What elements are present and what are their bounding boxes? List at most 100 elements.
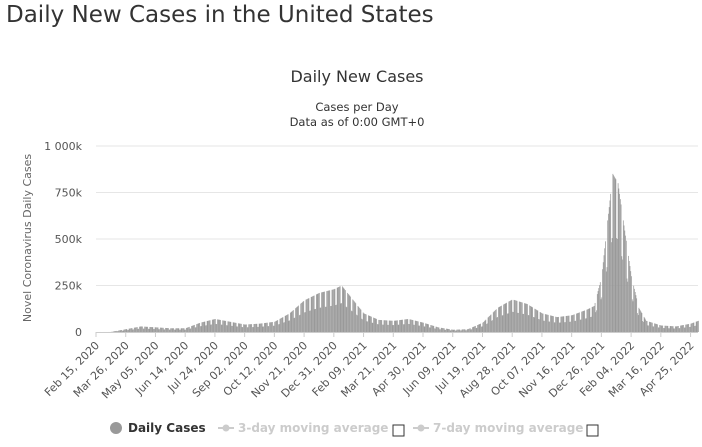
bar-daily-cases: [679, 328, 681, 332]
bar-daily-cases: [119, 330, 121, 332]
bar-daily-cases: [414, 320, 416, 332]
bar-daily-cases: [270, 322, 272, 332]
bar-daily-cases: [113, 331, 115, 332]
bar-daily-cases: [541, 312, 542, 332]
bar-daily-cases: [411, 319, 412, 332]
bar-daily-cases: [293, 318, 295, 332]
bar-daily-cases: [414, 324, 415, 332]
bar-daily-cases: [530, 306, 532, 332]
bar-daily-cases: [651, 322, 653, 332]
bar-daily-cases: [451, 329, 452, 332]
bar-daily-cases: [674, 328, 675, 332]
bar-daily-cases: [576, 313, 577, 332]
bar-daily-cases: [508, 301, 510, 332]
bar-daily-cases: [425, 323, 426, 332]
bar-daily-cases: [677, 326, 678, 332]
bar-daily-cases: [392, 325, 394, 332]
bar-daily-cases: [631, 276, 632, 332]
legend-item-3-day-average[interactable]: 3-day moving average: [218, 421, 405, 437]
bar-daily-cases: [256, 323, 258, 332]
bar-daily-cases: [608, 207, 610, 332]
bar-daily-cases: [361, 318, 363, 332]
bar-daily-cases: [552, 316, 554, 332]
bar-daily-cases: [446, 328, 448, 332]
bar-daily-cases: [127, 330, 128, 332]
bar-daily-cases: [413, 324, 415, 332]
bar-daily-cases: [208, 320, 209, 332]
bar-daily-cases: [166, 328, 168, 332]
bar-daily-cases: [504, 304, 505, 332]
bar-daily-cases: [359, 307, 360, 332]
bar-daily-cases: [289, 312, 291, 332]
bar-daily-cases: [143, 328, 145, 332]
bar-daily-cases: [605, 241, 606, 332]
bar-daily-cases: [237, 323, 239, 332]
bar-daily-cases: [147, 326, 149, 332]
bar-daily-cases: [606, 267, 608, 332]
bar-daily-cases: [534, 308, 536, 332]
bar-daily-cases: [327, 290, 329, 332]
bar-daily-cases: [351, 311, 353, 332]
bar-daily-cases: [696, 321, 698, 332]
bar-daily-cases: [563, 316, 565, 332]
bar-daily-cases: [210, 324, 212, 332]
bar-daily-cases: [360, 309, 362, 332]
bar-daily-cases: [469, 328, 470, 332]
bar-daily-cases: [527, 314, 529, 332]
bar-daily-cases: [145, 326, 146, 332]
bar-daily-cases: [604, 248, 606, 332]
y-tick-label: 750k: [55, 187, 83, 200]
bar-daily-cases: [503, 304, 505, 332]
bar-daily-cases: [617, 183, 619, 332]
bar-daily-cases: [615, 179, 617, 332]
bar-daily-cases: [672, 326, 674, 332]
bar-daily-cases: [386, 320, 388, 332]
bar-daily-cases: [181, 328, 183, 332]
bar-daily-cases: [622, 259, 623, 332]
bar-daily-cases: [241, 327, 243, 332]
bar-daily-cases: [376, 324, 378, 332]
bar-daily-cases: [324, 306, 326, 332]
bar-daily-cases: [570, 321, 571, 332]
bar-daily-cases: [532, 307, 533, 332]
checkbox-7-day-average[interactable]: [586, 424, 599, 437]
bar-daily-cases: [558, 316, 560, 332]
bar-daily-cases: [299, 314, 301, 332]
bar-daily-cases: [294, 317, 296, 332]
bar-daily-cases: [456, 329, 458, 332]
bar-daily-cases: [174, 329, 176, 332]
bar-daily-cases: [186, 327, 188, 332]
bar-daily-cases: [197, 323, 198, 332]
bar-daily-cases: [116, 331, 118, 332]
bar-daily-cases: [509, 301, 510, 332]
bar-daily-cases: [273, 325, 275, 332]
bar-daily-cases: [432, 325, 434, 332]
bar-daily-cases: [543, 320, 545, 332]
bar-daily-cases: [471, 329, 473, 332]
bar-daily-cases: [278, 324, 280, 332]
bar-daily-cases: [137, 328, 139, 332]
bar-daily-cases: [489, 315, 491, 332]
bar-daily-cases: [149, 326, 151, 332]
bar-daily-cases: [634, 292, 636, 332]
legend-item-daily-cases[interactable]: Daily Cases: [110, 421, 206, 435]
bar-daily-cases: [369, 316, 371, 332]
bar-daily-cases: [499, 306, 501, 332]
bar-daily-cases: [654, 323, 655, 332]
bar-daily-cases: [453, 329, 455, 332]
bar-daily-cases: [632, 301, 634, 332]
bar-daily-cases: [448, 329, 450, 332]
bar-daily-cases: [444, 329, 446, 332]
bar-daily-cases: [345, 306, 347, 332]
legend-item-7-day-average[interactable]: 7-day moving average: [413, 421, 599, 437]
bar-daily-cases: [376, 318, 377, 332]
bar-daily-cases: [238, 323, 240, 332]
bar-daily-cases: [626, 278, 628, 332]
bar-daily-cases: [657, 324, 658, 332]
bar-daily-cases: [401, 319, 403, 332]
bar-daily-cases: [591, 307, 593, 332]
checkbox-3-day-average[interactable]: [392, 424, 405, 437]
bar-daily-cases: [488, 316, 490, 332]
bar-daily-cases: [311, 296, 313, 332]
bar-daily-cases: [353, 301, 355, 332]
